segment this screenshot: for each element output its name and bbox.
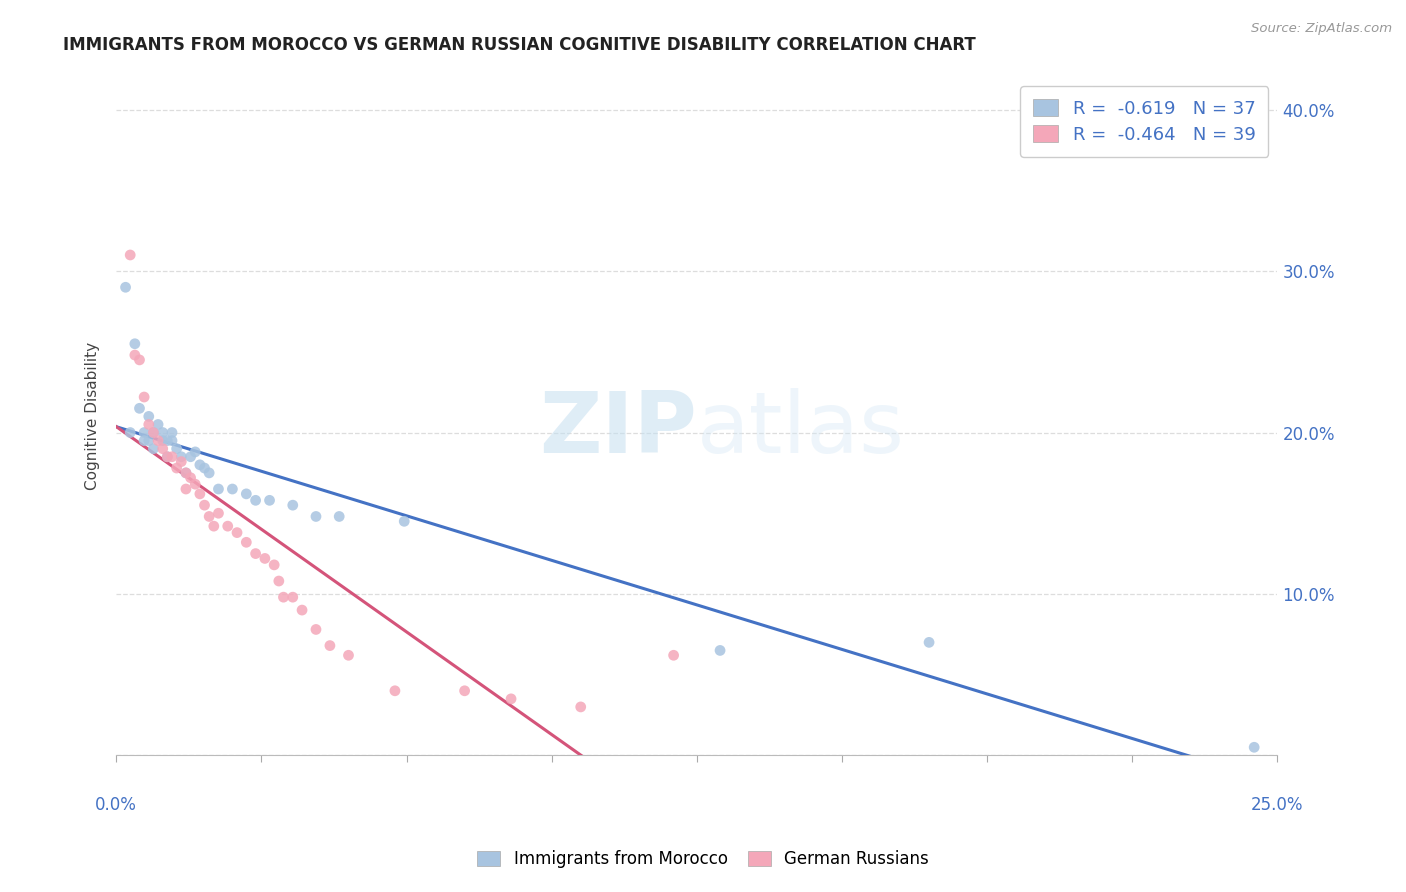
Point <box>138 409 160 424</box>
Point <box>152 442 174 456</box>
Point <box>160 434 183 448</box>
Point <box>128 401 150 416</box>
Point <box>245 493 267 508</box>
Point <box>207 506 229 520</box>
Point <box>124 348 146 362</box>
Point <box>499 691 522 706</box>
Point <box>337 648 360 663</box>
Point <box>662 648 685 663</box>
Point <box>273 590 295 604</box>
Point <box>114 280 136 294</box>
Point <box>120 248 142 262</box>
Point <box>160 425 183 440</box>
Point <box>569 700 592 714</box>
Text: IMMIGRANTS FROM MOROCCO VS GERMAN RUSSIAN COGNITIVE DISABILITY CORRELATION CHART: IMMIGRANTS FROM MOROCCO VS GERMAN RUSSIA… <box>63 36 976 54</box>
Point <box>328 509 350 524</box>
Point <box>184 477 207 491</box>
Text: 25.0%: 25.0% <box>1251 796 1303 814</box>
Point <box>134 434 156 448</box>
Point <box>142 442 165 456</box>
Text: 0.0%: 0.0% <box>96 796 138 814</box>
Point <box>207 482 229 496</box>
Point <box>384 683 406 698</box>
Point <box>198 466 221 480</box>
Point <box>156 450 179 464</box>
Point <box>174 482 197 496</box>
Point <box>394 514 416 528</box>
Point <box>180 471 202 485</box>
Point <box>291 603 314 617</box>
Point <box>305 509 328 524</box>
Text: Source: ZipAtlas.com: Source: ZipAtlas.com <box>1251 22 1392 36</box>
Point <box>156 434 179 448</box>
Point <box>142 425 165 440</box>
Point <box>453 683 475 698</box>
Point <box>188 487 211 501</box>
Point <box>184 445 207 459</box>
Text: atlas: atlas <box>697 388 905 472</box>
Point <box>281 590 304 604</box>
Point <box>918 635 941 649</box>
Point <box>152 434 174 448</box>
Point <box>180 450 202 464</box>
Text: ZIP: ZIP <box>538 388 697 472</box>
Point <box>170 454 193 468</box>
Point <box>166 442 188 456</box>
Legend: R =  -0.619   N = 37, R =  -0.464   N = 39: R = -0.619 N = 37, R = -0.464 N = 39 <box>1021 87 1268 157</box>
Point <box>170 450 193 464</box>
Point <box>319 639 342 653</box>
Point <box>134 425 156 440</box>
Point <box>166 461 188 475</box>
Point <box>263 558 285 572</box>
Point <box>245 547 267 561</box>
Point <box>160 450 183 464</box>
Point <box>174 466 197 480</box>
Point <box>142 425 165 440</box>
Point <box>221 482 243 496</box>
Point <box>134 390 156 404</box>
Point <box>709 643 731 657</box>
Point <box>193 498 215 512</box>
Point <box>128 352 150 367</box>
Point <box>156 450 179 464</box>
Point <box>138 434 160 448</box>
Point <box>235 487 257 501</box>
Point <box>146 434 169 448</box>
Point <box>138 417 160 432</box>
Point <box>259 493 281 508</box>
Point <box>198 509 221 524</box>
Point <box>146 417 169 432</box>
Point <box>120 425 142 440</box>
Point <box>188 458 211 472</box>
Point <box>253 551 276 566</box>
Point <box>124 336 146 351</box>
Point <box>202 519 225 533</box>
Point <box>174 466 197 480</box>
Point <box>226 525 249 540</box>
Point <box>152 425 174 440</box>
Point <box>193 461 215 475</box>
Point <box>305 623 328 637</box>
Point <box>217 519 239 533</box>
Point <box>267 574 290 588</box>
Y-axis label: Cognitive Disability: Cognitive Disability <box>86 343 100 491</box>
Point <box>235 535 257 549</box>
Point <box>1243 740 1265 755</box>
Legend: Immigrants from Morocco, German Russians: Immigrants from Morocco, German Russians <box>470 844 936 875</box>
Point <box>281 498 304 512</box>
